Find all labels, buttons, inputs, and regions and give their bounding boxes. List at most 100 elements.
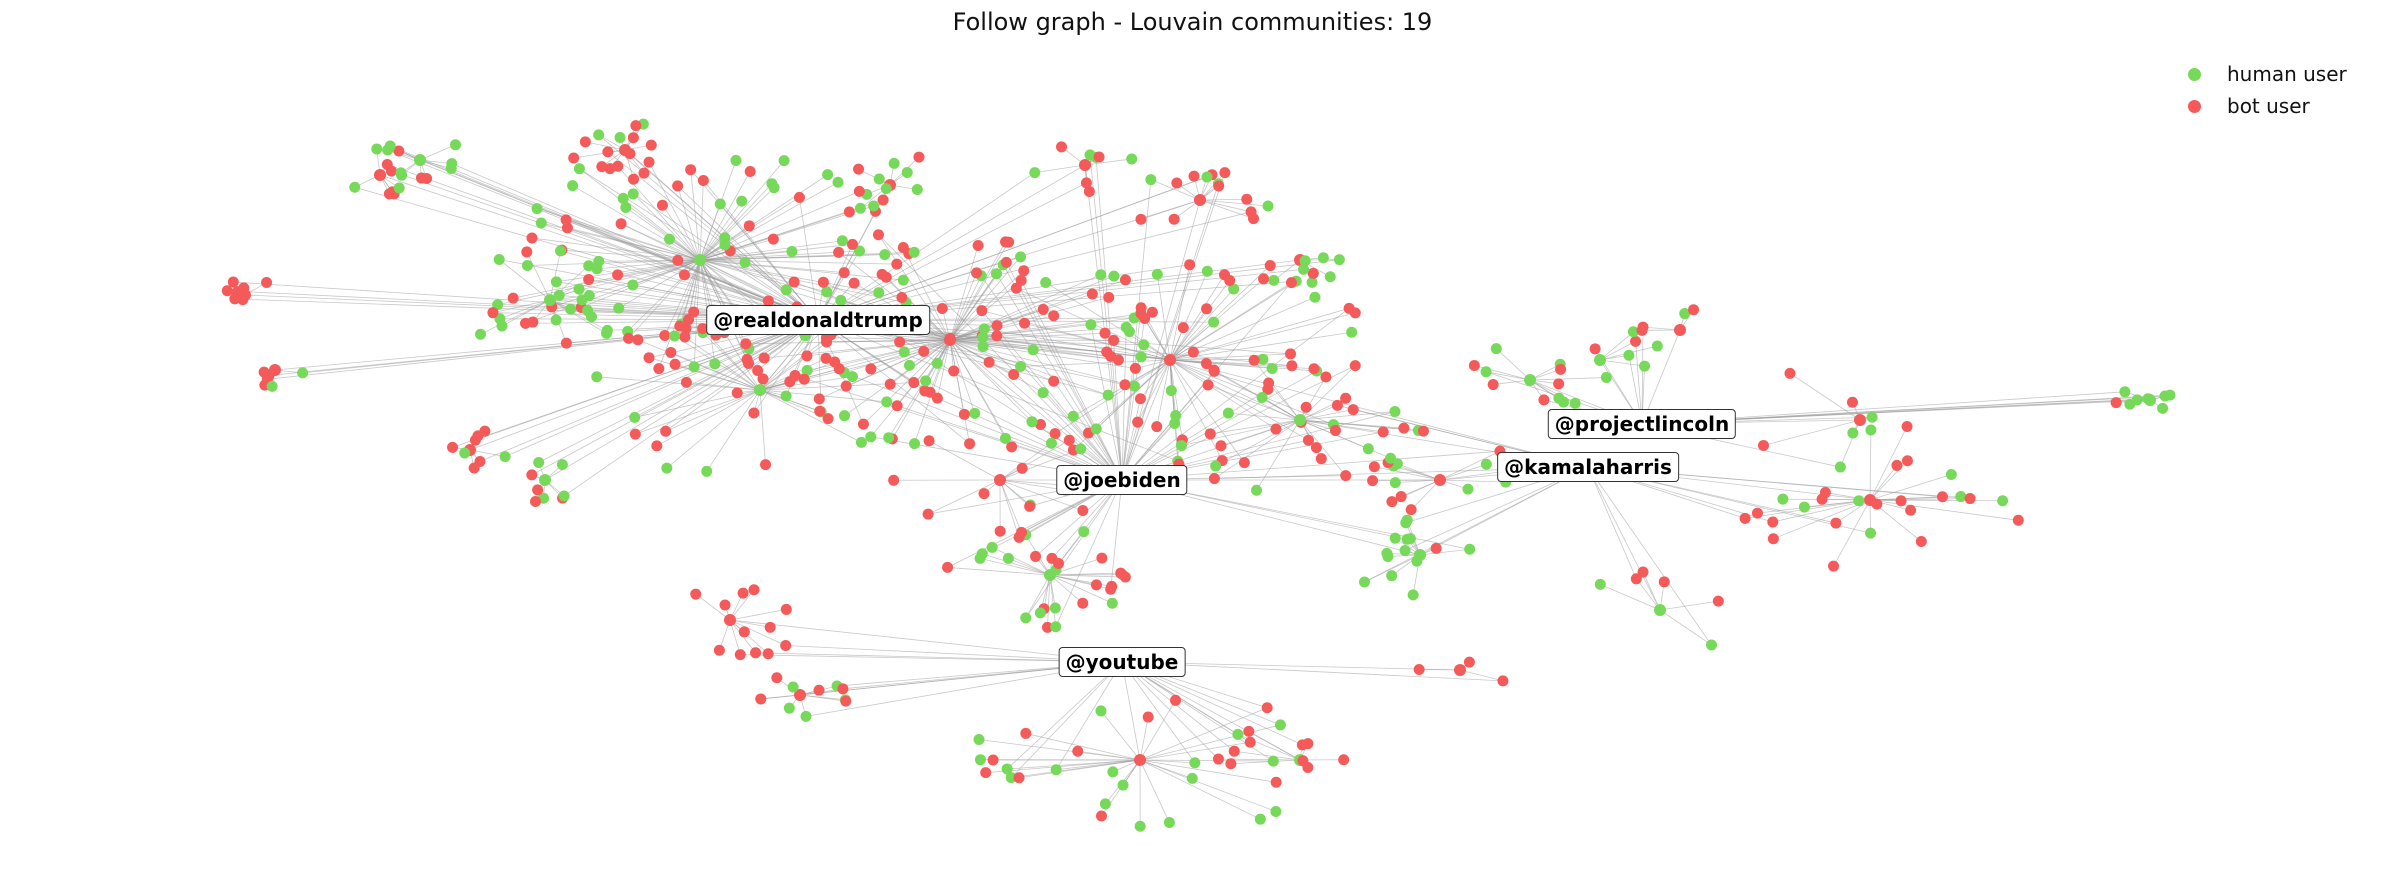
graph-edge	[999, 442, 1052, 481]
bot-user-node	[612, 160, 624, 172]
graph-edge	[1110, 479, 1123, 590]
bot-user-node	[1901, 421, 1913, 433]
bot-user-node	[1895, 495, 1907, 507]
graph-edge	[996, 335, 1123, 481]
bot-user-node	[1377, 426, 1389, 438]
human-user-node	[1107, 766, 1119, 778]
graph-edge	[1642, 326, 1681, 331]
human-user-node	[585, 311, 597, 323]
graph-edge	[693, 259, 701, 313]
human-user-node	[1163, 817, 1175, 829]
bot-user-node	[1658, 576, 1670, 588]
bot-user-node	[1200, 358, 1212, 370]
bot-user-node	[840, 695, 852, 707]
bot-user-node	[672, 254, 684, 266]
human-user-node	[553, 289, 565, 301]
graph-edge	[1757, 499, 1871, 514]
human-user-node	[459, 447, 471, 459]
bot-user-node	[221, 285, 233, 297]
human-user-node	[822, 169, 834, 181]
graph-edge	[501, 299, 551, 327]
graph-edge	[1020, 280, 1123, 481]
bot-user-node	[227, 276, 239, 288]
graph-edge	[1529, 377, 1607, 381]
bot-user-node	[755, 693, 767, 705]
bot-user-node	[1487, 379, 1499, 391]
graph-edge	[1089, 154, 1123, 481]
human-user-node	[550, 276, 562, 288]
graph-edge	[699, 171, 751, 261]
graph-edge	[729, 619, 1123, 663]
human-user-node	[973, 734, 985, 746]
graph-edge	[1207, 384, 1301, 421]
bot-user-node	[837, 683, 849, 695]
graph-edge	[1049, 572, 1121, 576]
graph-edge	[759, 389, 862, 443]
human-user-node	[1600, 372, 1612, 384]
human-user-node	[1095, 269, 1107, 281]
human-user-node	[1126, 153, 1138, 165]
human-user-node	[573, 283, 585, 295]
bot-user-node	[1300, 401, 1312, 413]
human-user-node	[865, 431, 877, 443]
bot-user-node	[1630, 573, 1642, 585]
human-user-node	[846, 371, 858, 383]
human-user-node	[1037, 387, 1049, 399]
bot-user-node	[583, 273, 595, 285]
bot-user-node	[526, 232, 538, 244]
human-user-node	[1955, 491, 1967, 503]
human-user-node	[854, 202, 866, 214]
bot-user-node	[612, 269, 624, 281]
bot-user-node	[643, 156, 655, 168]
bot-user-node	[665, 347, 677, 359]
bot-user-node	[672, 180, 684, 192]
bot-user-node	[469, 434, 481, 446]
bot-user-node	[1757, 439, 1769, 451]
graph-edge	[1055, 479, 1123, 627]
human-user-node	[855, 436, 867, 448]
graph-edge	[549, 299, 607, 334]
bot-user-node	[1134, 754, 1146, 766]
human-user-node	[1075, 443, 1087, 455]
graph-edge	[699, 250, 860, 261]
bot-user-node	[1146, 306, 1158, 318]
graph-edge	[635, 319, 819, 435]
human-user-node	[920, 375, 932, 387]
bot-user-node	[853, 163, 865, 175]
human-user-node	[1399, 545, 1411, 557]
human-user-node	[787, 681, 799, 693]
human-user-node	[556, 459, 568, 471]
human-user-node	[591, 263, 603, 275]
bot-user-node	[1219, 269, 1231, 281]
graph-edge	[1230, 759, 1301, 765]
graph-edge	[1600, 584, 1661, 611]
bot-user-node	[560, 337, 572, 349]
bot-user-node	[1164, 354, 1176, 366]
graph-edge	[1084, 164, 1123, 481]
human-user-node	[544, 294, 556, 306]
graph-edge	[729, 619, 786, 646]
graph-edge	[1002, 264, 1123, 481]
bot-user-node	[1674, 324, 1686, 336]
human-user-node	[1411, 555, 1423, 567]
edge-layer	[227, 123, 2171, 827]
graph-edge	[1789, 373, 1861, 421]
human-user-node	[1594, 354, 1606, 366]
human-user-node	[1257, 353, 1269, 365]
graph-edge	[1486, 371, 1531, 381]
bot-user-node	[1340, 392, 1352, 404]
bot-user-node	[780, 640, 792, 652]
graph-edge	[999, 479, 1020, 538]
graph-edge	[492, 299, 551, 314]
bot-user-node	[1000, 256, 1012, 268]
graph-edge	[567, 227, 819, 321]
graph-edge	[620, 223, 819, 321]
graph-edge	[1025, 733, 1141, 761]
bot-user-node	[872, 229, 884, 241]
human-user-node	[450, 139, 462, 151]
graph-edge	[1299, 376, 1327, 421]
human-user-node	[1232, 728, 1244, 740]
bot-user-node	[764, 621, 776, 633]
human-user-node	[714, 198, 726, 210]
bot-user-node	[1020, 727, 1032, 739]
